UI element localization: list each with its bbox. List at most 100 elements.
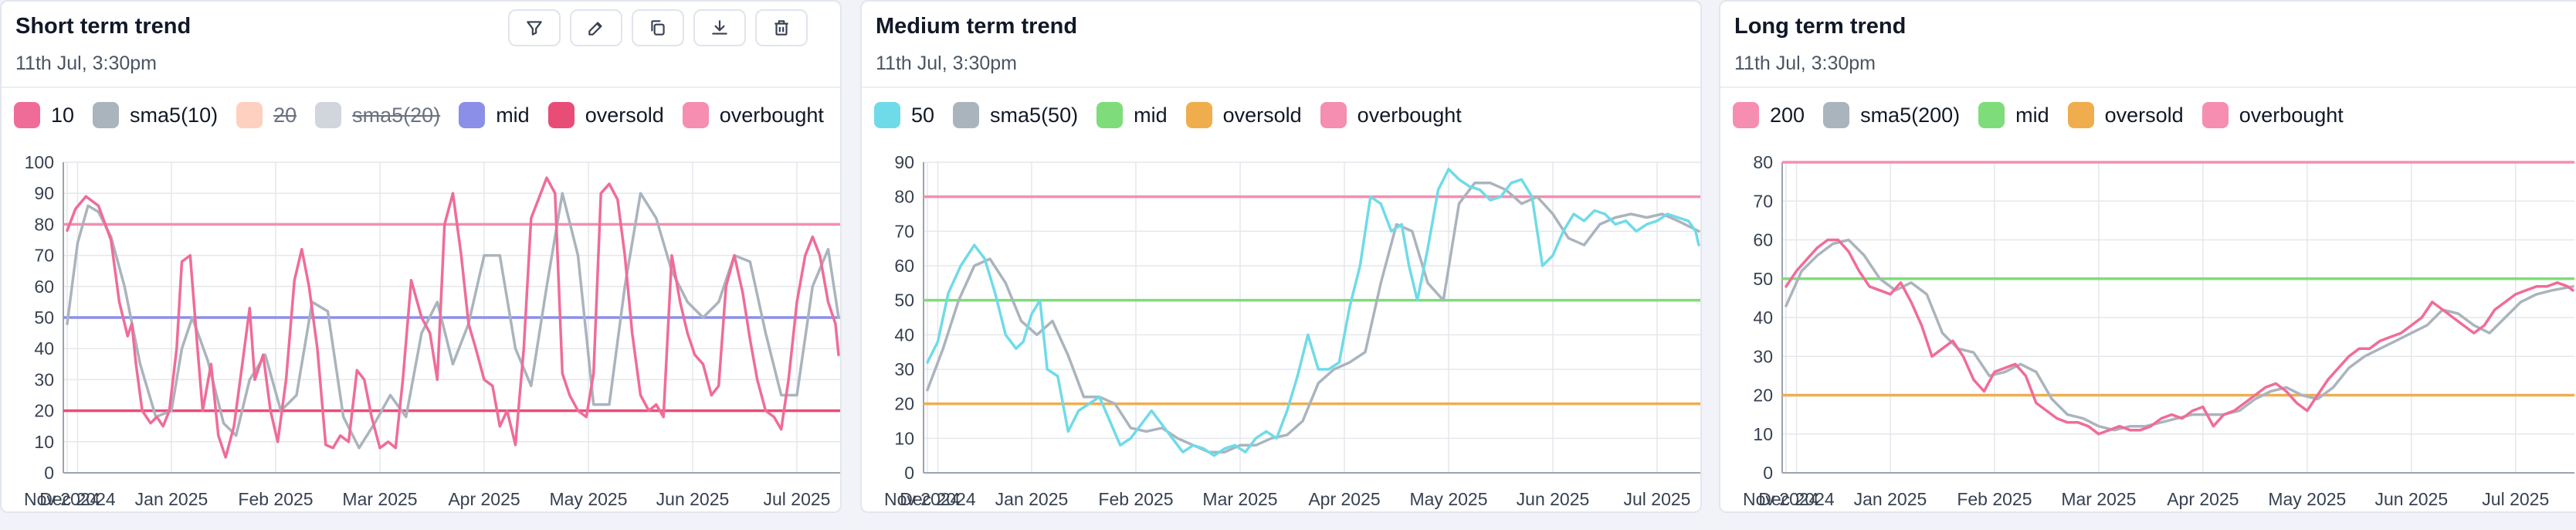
y-tick-label: 30 (894, 359, 914, 379)
y-tick-label: 0 (44, 463, 54, 483)
y-tick-label: 40 (1753, 307, 1773, 328)
x-tick-label: May 2025 (1409, 489, 1487, 509)
legend-item-oversold[interactable]: oversold (547, 102, 664, 128)
y-tick-label: 0 (904, 463, 914, 483)
y-tick-label: 50 (34, 307, 54, 328)
x-tick-label: Dec 2024 (39, 489, 116, 509)
legend-swatch (874, 102, 900, 128)
chart-legend: 200 sma5(200) mid oversold overbought (1733, 102, 2362, 128)
y-tick-label: 20 (34, 401, 54, 421)
chart-legend: 50 sma5(50) mid oversold overbought (874, 102, 1480, 128)
legend-item-overbought[interactable]: overbought (682, 102, 824, 128)
legend-item-oversold[interactable]: oversold (1185, 102, 1302, 128)
legend-item-overbought[interactable]: overbought (2201, 102, 2344, 128)
legend-swatch (315, 102, 342, 128)
legend-item-10[interactable]: 10 (14, 102, 74, 128)
series-line-50 (926, 168, 1700, 457)
legend-label: oversold (2104, 103, 2184, 127)
x-tick-label: May 2025 (549, 489, 627, 509)
x-tick-label: Jun 2025 (656, 489, 730, 509)
legend-item-overbought[interactable]: overbought (1320, 102, 1462, 128)
series-line-200 (1785, 238, 2574, 436)
panel-title: Long term trend (1734, 14, 1907, 39)
legend-swatch (953, 102, 980, 128)
legend-item-sma5-50[interactable]: sma5(50) (953, 102, 1078, 128)
legend-label: sma5(200) (1860, 103, 1961, 127)
copy-icon (651, 20, 665, 36)
x-tick-label: Feb 2025 (238, 489, 313, 509)
x-tick-label: Nov 2024 (24, 489, 100, 509)
legend-label: overbought (2239, 103, 2344, 127)
header-divider (2, 87, 840, 88)
legend-item-sma5-200[interactable]: sma5(200) (1823, 102, 1960, 128)
y-tick-label: 80 (34, 214, 54, 234)
legend-swatch (682, 102, 709, 128)
x-tick-label: Dec 2024 (900, 489, 976, 509)
legend-swatch (1185, 102, 1212, 128)
x-tick-label: Feb 2025 (1098, 489, 1173, 509)
filter-icon (527, 21, 542, 36)
y-tick-label: 40 (894, 324, 914, 345)
copy-button[interactable] (632, 9, 684, 46)
legend-item-sma5-10[interactable]: sma5(10) (93, 102, 218, 128)
legend-item-sma5-20[interactable]: sma5(20) (315, 102, 440, 128)
legend-swatch (14, 102, 40, 128)
download-icon (712, 20, 727, 35)
panel-timestamp: 11th Jul, 3:30pm (876, 53, 1017, 74)
trash-icon (774, 20, 788, 36)
edit-icon (588, 22, 602, 36)
legend-label: overbought (1357, 103, 1462, 127)
x-tick-label: Mar 2025 (342, 489, 417, 509)
chart-legend: 10 sma5(10) 20 sma5(20) mid oversold overbough… (14, 102, 840, 128)
legend-item-200[interactable]: 200 (1733, 102, 1805, 128)
y-tick-label: 80 (1753, 152, 1773, 172)
y-tick-label: 90 (894, 152, 914, 172)
series-line-10 (66, 176, 840, 459)
edit-button[interactable] (570, 9, 622, 46)
y-tick-label: 10 (894, 428, 914, 448)
series-line-sma5-200 (1785, 238, 2574, 432)
legend-label: 50 (911, 103, 935, 127)
legend-item-20[interactable]: 20 (236, 102, 297, 128)
x-tick-label: Jan 2025 (1854, 489, 1927, 509)
legend-item-mid[interactable]: mid (1978, 102, 2049, 128)
delete-button[interactable] (755, 9, 808, 46)
legend-item-oversold[interactable]: oversold (2067, 102, 2184, 128)
filter-button[interactable] (508, 9, 561, 46)
y-tick-label: 10 (34, 432, 54, 452)
x-tick-label: Jan 2025 (995, 489, 1069, 509)
legend-label: mid (496, 103, 530, 127)
legend-label: overbought (719, 103, 824, 127)
download-button[interactable] (693, 9, 746, 46)
legend-item-50[interactable]: 50 (874, 102, 934, 128)
y-tick-label: 60 (34, 277, 54, 297)
legend-swatch (1733, 102, 1759, 128)
x-tick-label: Apr 2025 (2167, 489, 2239, 509)
panel-title: Short term trend (15, 14, 192, 39)
x-tick-label: Jul 2025 (2482, 489, 2549, 509)
legend-item-mid[interactable]: mid (459, 102, 530, 128)
legend-swatch (1320, 102, 1347, 128)
series-line-sma5-10 (66, 192, 840, 450)
y-tick-label: 30 (1753, 346, 1773, 366)
x-tick-label: Apr 2025 (1308, 489, 1380, 509)
panel-timestamp: 11th Jul, 3:30pm (1734, 53, 1876, 74)
y-tick-label: 70 (34, 246, 54, 266)
y-tick-label: 70 (894, 221, 914, 241)
legend-label: 200 (1770, 103, 1805, 127)
y-tick-label: 50 (894, 290, 914, 311)
x-tick-label: Dec 2024 (1758, 489, 1835, 509)
header-divider (1720, 87, 2576, 88)
legend-swatch (2067, 102, 2094, 128)
legend-item-mid[interactable]: mid (1096, 102, 1168, 128)
legend-swatch (1978, 102, 2005, 128)
x-tick-label: Feb 2025 (1957, 489, 2032, 509)
series-line-sma5-50 (926, 182, 1700, 454)
y-tick-label: 60 (894, 256, 914, 276)
legend-label: sma5(20) (352, 103, 441, 127)
legend-label: 10 (51, 103, 75, 127)
x-tick-label: Nov 2024 (884, 489, 961, 509)
long-term-trend-panel: Long term trend 11th Jul, 3:30pm 200 sma5… (1719, 0, 2576, 513)
